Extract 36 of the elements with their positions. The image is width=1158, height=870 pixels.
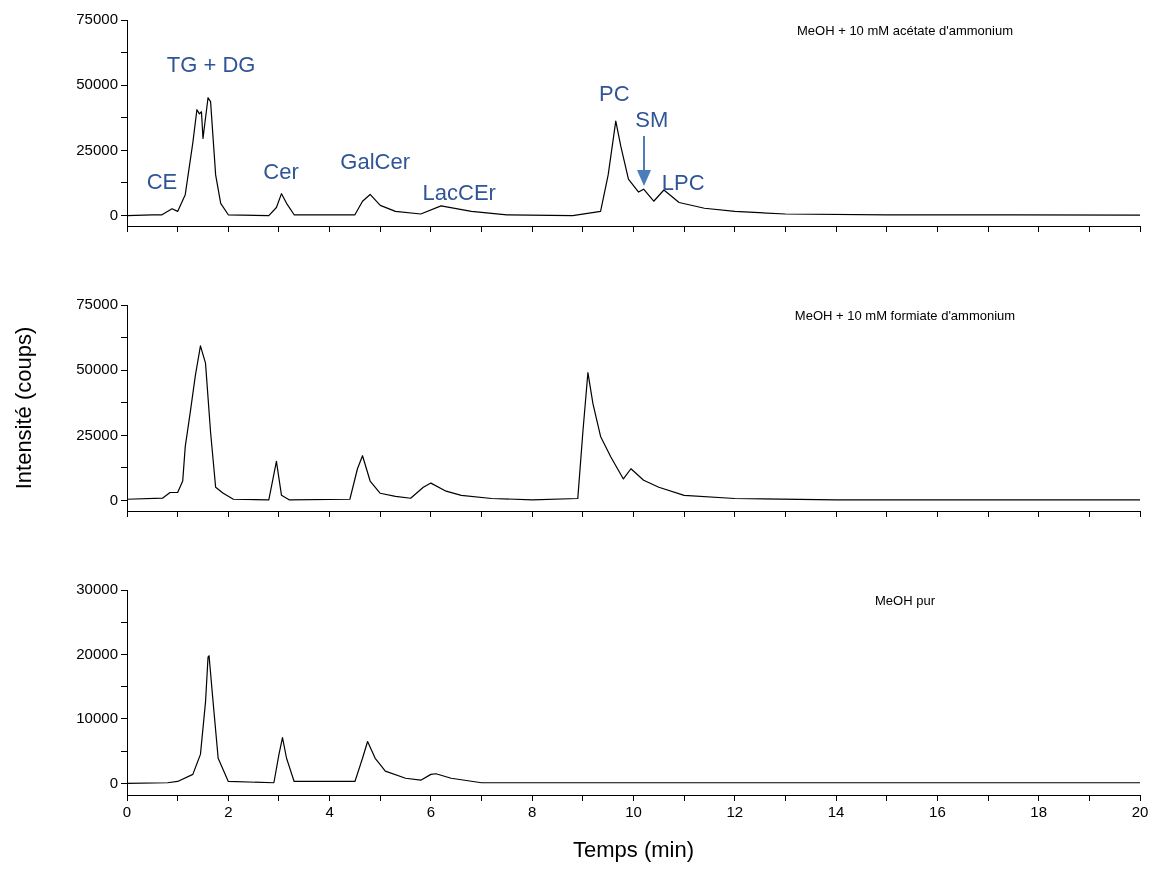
x-tick-label: 6 [426,803,436,821]
x-axis-title: Temps (min) [572,836,695,862]
chart-title: MeOH + 10 mM formiate d'ammonium [794,307,1016,323]
annotation: PC [598,81,630,107]
annotation: TG + DG [166,52,256,77]
annotation: SM [635,107,669,133]
x-tick-label: 10 [625,803,642,821]
y-tick-label: 50000 [76,360,118,378]
annotation: Cer [263,159,299,185]
x-tick-label: 12 [726,803,744,821]
y-tick-label: 10000 [76,709,118,727]
annotation: GalCer [340,149,411,175]
y-tick-label: 20000 [76,644,118,662]
y-tick-label: 50000 [76,75,118,93]
x-tick-label: 14 [827,803,845,821]
x-tick-label: 18 [1030,803,1048,821]
y-tick-label: 0 [109,205,118,223]
y-tick-label: 25000 [76,140,118,158]
y-tick-label: 30000 [76,580,118,598]
y-axis-title: Intensité (coups) [11,326,37,490]
x-tick-label: 8 [528,803,537,821]
x-tick-label: 4 [325,803,334,821]
x-tick-label: 0 [122,803,132,821]
x-tick-label: 16 [929,803,946,821]
annotation: LPC [661,170,705,196]
annotation: LacCEr [422,179,496,205]
x-tick-label: 2 [224,803,233,821]
y-tick-label: 0 [109,773,118,791]
annotation: CE [146,169,178,195]
chart-title: MeOH pur [875,592,936,608]
y-tick-label: 75000 [76,295,118,313]
y-tick-label: 0 [109,490,118,508]
y-tick-label: 75000 [76,10,118,28]
y-tick-label: 25000 [76,425,118,443]
x-tick-label: 20 [1131,803,1149,821]
chart-title: MeOH + 10 mM acétate d'ammonium [797,22,1013,38]
